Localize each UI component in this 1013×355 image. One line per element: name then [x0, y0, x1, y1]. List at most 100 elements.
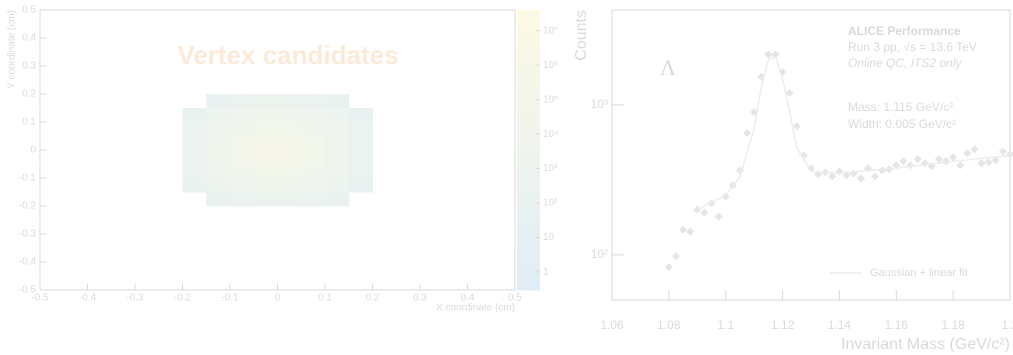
- data-point: [728, 181, 737, 190]
- y-axis-label: Y coordinate (cm): [7, 10, 18, 89]
- y-tick-label: -0.5: [19, 285, 37, 296]
- colorbar-step: [517, 17, 540, 25]
- heatmap-cell: [206, 164, 231, 179]
- data-point: [1006, 150, 1013, 159]
- x-tick-label: 1.2: [1002, 318, 1013, 332]
- x-tick-label: 0.3: [413, 293, 427, 304]
- heatmap-cell: [253, 94, 278, 109]
- heatmap-cell: [301, 122, 326, 137]
- data-point: [828, 172, 837, 181]
- colorbar-step: [517, 157, 540, 165]
- x-tick-label: 1.12: [771, 318, 795, 332]
- heatmap-cell: [348, 150, 373, 165]
- heatmap-cell: [182, 164, 207, 179]
- heatmap-cell: [253, 136, 278, 151]
- colorbar-step: [517, 234, 540, 242]
- heatmap-cell: [277, 108, 302, 123]
- data-point: [870, 172, 879, 181]
- annotation: Mass: 1.115 GeV/c²: [848, 100, 953, 114]
- data-point: [799, 151, 808, 160]
- colorbar-step: [517, 283, 540, 291]
- data-point: [735, 166, 744, 175]
- y-tick-label: 0.5: [22, 5, 36, 16]
- data-point: [984, 158, 993, 167]
- data-point: [949, 153, 958, 162]
- data-point: [757, 72, 766, 81]
- heatmap-cell: [348, 164, 373, 179]
- data-point: [679, 225, 688, 234]
- heatmap-cell: [253, 122, 278, 137]
- heatmap-cell: [325, 178, 350, 193]
- data-point: [764, 50, 773, 59]
- x-tick-label: 1.08: [657, 318, 681, 332]
- heatmap-cell: [253, 164, 278, 179]
- data-point: [707, 199, 716, 208]
- colorbar-step: [517, 31, 540, 39]
- heatmap-cell: [230, 108, 255, 123]
- data-point: [664, 263, 673, 272]
- x-tick-label: 0.1: [318, 293, 332, 304]
- x-tick-label: 1.18: [941, 318, 965, 332]
- annotation: ALICE Performance: [848, 24, 961, 38]
- colorbar-step: [517, 101, 540, 109]
- annotation: Run 3 pp, √s = 13.6 TeV: [848, 40, 977, 54]
- colorbar-label: 10: [543, 232, 555, 243]
- heatmap-cell: [230, 192, 255, 207]
- heatmap-cell: [277, 192, 302, 207]
- y-tick-label: 0.1: [22, 117, 36, 128]
- y-tick-label: -0.1: [19, 173, 37, 184]
- heatmap-cell: [277, 164, 302, 179]
- heatmap-cell: [182, 150, 207, 165]
- data-point: [934, 155, 943, 164]
- data-point: [835, 167, 844, 176]
- colorbar-step: [517, 115, 540, 123]
- colorbar-label: 10³: [543, 163, 558, 174]
- colorbar-step: [517, 108, 540, 116]
- x-tick-label: 1.1: [717, 318, 734, 332]
- y-tick-label: 0.3: [22, 61, 36, 72]
- data-point: [885, 165, 894, 174]
- heatmap-cell: [230, 178, 255, 193]
- heatmap-cell: [325, 122, 350, 137]
- data-point: [700, 208, 709, 217]
- heatmap-cell: [230, 94, 255, 109]
- colorbar-step: [517, 136, 540, 144]
- data-point: [970, 145, 979, 154]
- colorbar-step: [517, 164, 540, 172]
- x-axis-label: X coordinate (cm): [436, 303, 515, 314]
- heatmap-cell: [348, 108, 373, 123]
- x-tick-label: 1.06: [600, 318, 624, 332]
- colorbar-step: [517, 122, 540, 130]
- data-point: [920, 159, 929, 168]
- heatmap-cell: [301, 94, 326, 109]
- data-point: [814, 170, 823, 179]
- colorbar-step: [517, 255, 540, 263]
- data-point: [991, 156, 1000, 165]
- data-point: [721, 192, 730, 201]
- data-point: [842, 171, 851, 180]
- heatmap-cell: [301, 164, 326, 179]
- annotation: Online QC, ITS2 only: [848, 56, 962, 70]
- heatmap-cell: [253, 150, 278, 165]
- colorbar-step: [517, 192, 540, 200]
- data-point: [863, 164, 872, 173]
- data-point: [821, 168, 830, 177]
- heatmap-cell: [348, 178, 373, 193]
- colorbar-step: [517, 220, 540, 228]
- data-point: [998, 147, 1007, 156]
- data-point: [913, 155, 922, 164]
- heatmap-cell: [182, 136, 207, 151]
- y-tick-label: -0.2: [19, 201, 37, 212]
- fit-line: [696, 55, 1011, 211]
- y-tick-label: 0.4: [22, 33, 36, 44]
- x-tick-label: 0.5: [508, 293, 522, 304]
- legend-label: Gaussian + linear fit: [870, 267, 968, 279]
- chart-title: Vertex candidates: [177, 40, 398, 70]
- heatmap-cell: [253, 108, 278, 123]
- colorbar-label: 1: [543, 267, 549, 278]
- heatmap-cell: [206, 178, 231, 193]
- heatmap-cell: [206, 122, 231, 137]
- colorbar-step: [517, 52, 540, 60]
- colorbar-step: [517, 80, 540, 88]
